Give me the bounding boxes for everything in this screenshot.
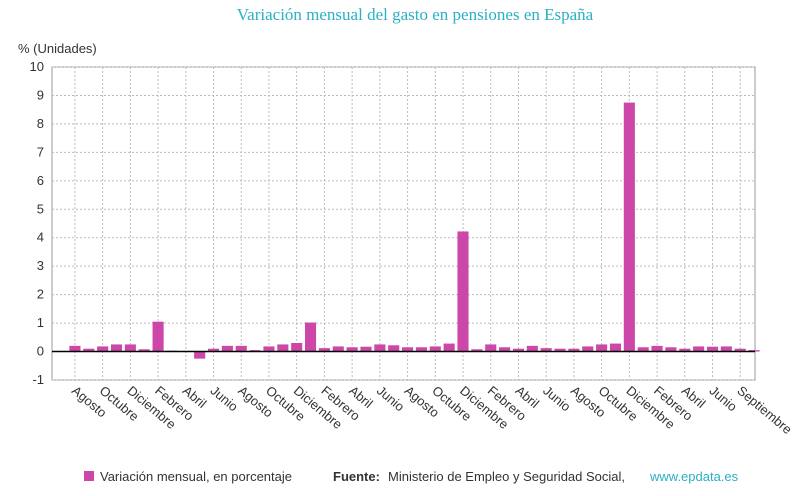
- y-tick-label: 5: [37, 201, 44, 216]
- x-tick-label: Junio: [208, 383, 241, 414]
- y-tick-label: 1: [37, 315, 44, 330]
- bar: [235, 345, 247, 352]
- bar: [429, 346, 441, 352]
- bar: [471, 349, 483, 352]
- y-tick-label: -1: [32, 372, 44, 387]
- bar: [665, 347, 677, 352]
- y-tick-label: 3: [37, 258, 44, 273]
- bar: [346, 347, 358, 352]
- y-tick-label: 8: [37, 116, 44, 131]
- bar: [706, 346, 719, 352]
- x-tick-label: Junio: [540, 383, 573, 414]
- bar: [485, 344, 497, 352]
- bar: [97, 346, 109, 352]
- bar: [402, 347, 414, 352]
- plot-frame: [51, 66, 756, 381]
- bar: [277, 344, 289, 352]
- bar: [651, 345, 663, 352]
- bar: [679, 348, 691, 352]
- bar: [69, 345, 81, 352]
- y-tick-label: 6: [37, 173, 44, 188]
- bar: [332, 346, 344, 352]
- bar: [512, 348, 524, 352]
- plot-area: -1012345678910AgostoOctubreDiciembreFebr…: [30, 59, 795, 437]
- bar: [110, 344, 123, 352]
- bar: [263, 346, 275, 352]
- bar: [374, 344, 386, 352]
- x-tick-label: Junio: [707, 383, 740, 414]
- y-tick-label: 0: [37, 344, 44, 359]
- bar: [582, 346, 594, 352]
- x-tick-label: Septiembre: [734, 383, 795, 437]
- bar: [623, 102, 635, 352]
- source-text: Ministerio de Empleo y Seguridad Social,: [388, 469, 625, 484]
- chart-title: Variación mensual del gasto en pensiones…: [237, 5, 594, 24]
- y-tick-label: 9: [37, 87, 44, 102]
- bar: [415, 347, 427, 352]
- y-tick-label: 10: [30, 59, 44, 74]
- legend-swatch: [84, 471, 94, 481]
- bar: [568, 348, 580, 352]
- bar: [291, 343, 303, 352]
- y-tick-label: 4: [37, 230, 44, 245]
- bar: [124, 344, 136, 352]
- y-tick-label: 7: [37, 144, 44, 159]
- bar: [609, 343, 622, 352]
- y-tick-label: 2: [37, 287, 44, 302]
- bar: [693, 346, 705, 352]
- bar: [360, 346, 372, 352]
- bar: [720, 346, 732, 352]
- bar: [83, 348, 95, 352]
- bar: [207, 348, 220, 352]
- bar: [499, 347, 511, 352]
- bar: [637, 347, 649, 352]
- bar: [318, 348, 330, 352]
- bar: [152, 321, 164, 352]
- bar: [596, 344, 608, 352]
- source-link[interactable]: www.epdata.es: [649, 469, 739, 484]
- bar: [540, 348, 552, 352]
- bar: [457, 231, 469, 352]
- x-tick-label: Junio: [374, 383, 407, 414]
- bar: [526, 345, 538, 352]
- source-label: Fuente:: [333, 469, 380, 484]
- bar: [305, 322, 317, 352]
- legend-label: Variación mensual, en porcentaje: [100, 469, 292, 484]
- bar: [734, 348, 746, 352]
- bar: [221, 345, 233, 352]
- bar: [554, 348, 566, 352]
- bar: [138, 349, 150, 352]
- bar: [194, 351, 206, 359]
- y-axis-label: % (Unidades): [18, 41, 97, 56]
- bar: [388, 345, 400, 352]
- bar: [443, 343, 455, 352]
